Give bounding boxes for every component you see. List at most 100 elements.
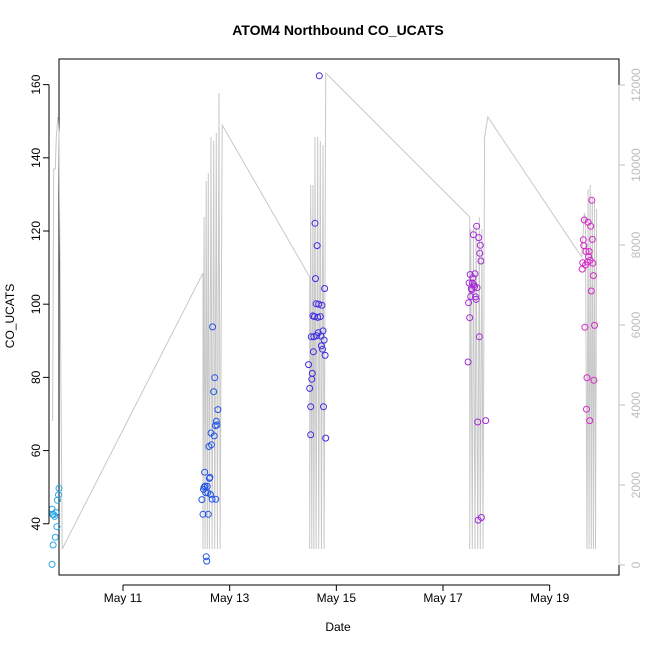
data-point bbox=[208, 495, 216, 503]
data-point bbox=[466, 314, 474, 322]
data-point bbox=[319, 345, 326, 353]
data-point bbox=[52, 508, 60, 516]
data-point bbox=[319, 327, 327, 335]
data-point bbox=[474, 418, 482, 426]
data-points-layer bbox=[48, 72, 598, 568]
chart-title: ATOM4 Northbound CO_UCATS bbox=[232, 22, 444, 38]
data-point bbox=[306, 384, 314, 392]
right-axis-tick-label: 10000 bbox=[629, 148, 643, 182]
data-point bbox=[55, 491, 62, 499]
y-tick-label: 80 bbox=[29, 370, 43, 384]
data-point bbox=[51, 512, 59, 520]
data-point bbox=[583, 374, 591, 382]
data-point bbox=[469, 274, 477, 282]
data-point bbox=[315, 72, 323, 80]
data-point bbox=[473, 284, 481, 292]
right-axis-tick-label: 4000 bbox=[629, 391, 643, 418]
x-axis-label: Date bbox=[325, 620, 351, 634]
data-point bbox=[464, 358, 472, 366]
data-point bbox=[320, 336, 328, 344]
data-point bbox=[315, 300, 323, 308]
data-point bbox=[469, 231, 477, 239]
data-point bbox=[208, 441, 215, 449]
data-point bbox=[475, 234, 483, 242]
data-point bbox=[209, 323, 217, 331]
y-tick-label: 120 bbox=[29, 221, 43, 241]
data-point bbox=[320, 403, 327, 411]
data-point bbox=[321, 285, 329, 292]
data-point bbox=[199, 510, 207, 518]
right-axis-tick-label: 8000 bbox=[629, 231, 643, 258]
y-tick-label: 40 bbox=[29, 517, 43, 531]
right-axis-tick-label: 0 bbox=[629, 561, 643, 568]
data-point bbox=[465, 299, 473, 307]
right-axis-tick-label: 6000 bbox=[629, 311, 643, 338]
data-point bbox=[482, 417, 490, 425]
data-point bbox=[471, 270, 479, 278]
x-tick-label: May 19 bbox=[530, 591, 570, 605]
data-point bbox=[476, 249, 484, 257]
y-tick-label: 100 bbox=[29, 294, 43, 314]
data-point bbox=[213, 421, 221, 429]
data-point bbox=[585, 253, 593, 261]
axes-layer: 40 60 80 100 120 140 160 May 11 May 13 May 15 May … bbox=[29, 68, 643, 605]
data-point bbox=[49, 541, 57, 549]
data-point bbox=[591, 321, 598, 329]
data-point bbox=[198, 496, 206, 504]
data-point bbox=[590, 376, 598, 384]
data-point bbox=[212, 417, 220, 425]
data-point bbox=[204, 510, 212, 518]
data-point bbox=[321, 351, 329, 359]
data-point bbox=[468, 279, 476, 287]
data-point bbox=[202, 489, 210, 497]
data-point bbox=[581, 323, 589, 331]
data-point bbox=[206, 473, 214, 481]
data-point bbox=[475, 333, 483, 341]
data-point bbox=[51, 533, 59, 541]
plot-frame bbox=[58, 58, 620, 576]
data-point bbox=[48, 560, 56, 568]
data-point bbox=[308, 369, 316, 377]
y-tick-label: 60 bbox=[29, 444, 43, 458]
data-point bbox=[580, 242, 588, 250]
data-point bbox=[203, 557, 211, 565]
data-point bbox=[210, 388, 218, 396]
x-tick-label: May 17 bbox=[423, 591, 463, 605]
data-point bbox=[317, 342, 325, 350]
data-point bbox=[316, 313, 324, 321]
data-point bbox=[578, 265, 586, 273]
data-point bbox=[307, 431, 315, 439]
data-point bbox=[589, 259, 597, 267]
right-axis-tick-label: 2000 bbox=[629, 471, 643, 498]
data-point bbox=[313, 242, 321, 250]
data-point bbox=[477, 514, 485, 521]
data-point bbox=[305, 361, 313, 369]
data-point bbox=[587, 222, 595, 230]
data-point bbox=[307, 403, 315, 411]
data-point bbox=[212, 495, 220, 503]
data-point bbox=[210, 432, 218, 440]
data-point bbox=[588, 235, 596, 243]
data-point bbox=[201, 468, 209, 476]
data-point bbox=[207, 491, 214, 498]
data-point bbox=[214, 406, 222, 414]
x-tick-label: May 11 bbox=[104, 591, 143, 605]
y-axis-label: CO_UCATS bbox=[3, 284, 17, 348]
data-point bbox=[309, 348, 317, 356]
data-point bbox=[318, 301, 326, 309]
data-point bbox=[589, 272, 597, 280]
data-point bbox=[53, 523, 61, 531]
data-point bbox=[586, 417, 594, 425]
data-point bbox=[467, 293, 475, 300]
data-point bbox=[477, 257, 485, 265]
x-tick-label: May 15 bbox=[317, 591, 357, 605]
altitude-line-layer bbox=[52, 71, 598, 550]
data-point bbox=[211, 374, 219, 382]
data-point bbox=[587, 287, 595, 295]
right-axis-tick-label: 12000 bbox=[629, 68, 643, 102]
data-point bbox=[312, 275, 319, 283]
data-point bbox=[202, 553, 210, 561]
data-point bbox=[322, 434, 330, 442]
data-point bbox=[588, 196, 596, 204]
